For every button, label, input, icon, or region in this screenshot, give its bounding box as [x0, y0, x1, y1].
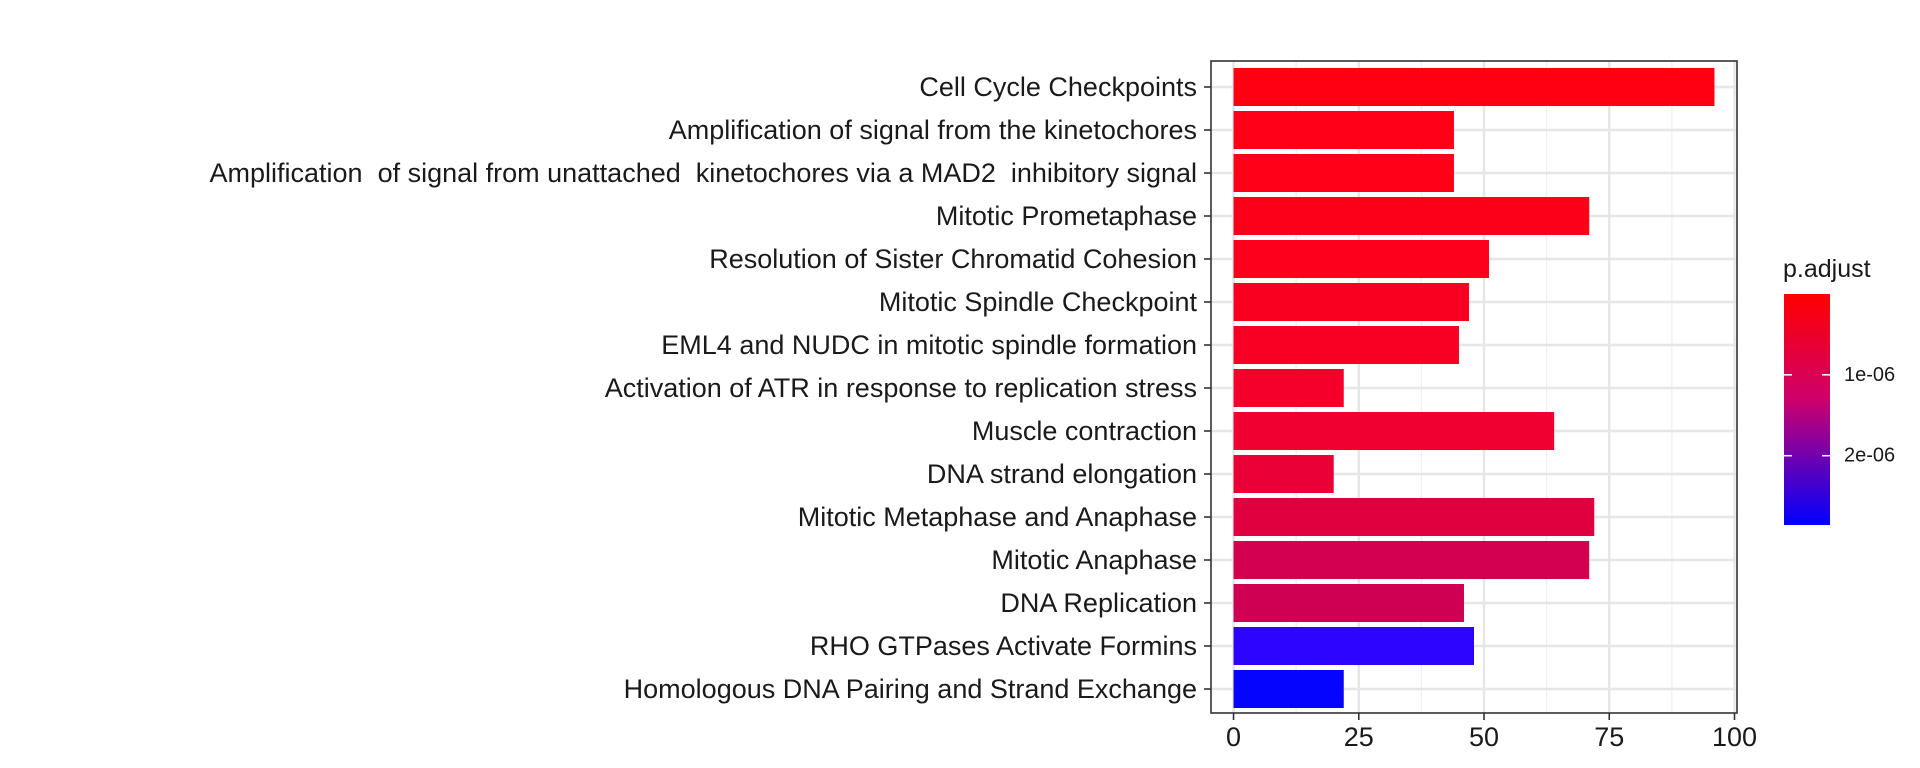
- category-label: Muscle contraction: [972, 416, 1197, 446]
- bar: [1233, 369, 1344, 407]
- legend-title: p.adjust: [1783, 255, 1871, 283]
- legend-colorbar: [1784, 294, 1830, 525]
- category-label: DNA Replication: [1000, 588, 1197, 618]
- x-tick-label: 25: [1344, 722, 1374, 752]
- category-label: Homologous DNA Pairing and Strand Exchan…: [624, 674, 1197, 704]
- bar: [1233, 154, 1454, 192]
- x-tick-label: 0: [1226, 722, 1241, 752]
- bar: [1233, 670, 1344, 708]
- category-label: Amplification of signal from the kinetoc…: [669, 115, 1197, 145]
- bar: [1233, 68, 1715, 106]
- plot-border: [1210, 60, 1738, 714]
- bar: [1233, 111, 1454, 149]
- x-tick-label: 50: [1469, 722, 1499, 752]
- category-label: EML4 and NUDC in mitotic spindle formati…: [661, 330, 1197, 360]
- category-labels: Cell Cycle Checkpoints Amplification of s…: [210, 72, 1211, 704]
- category-label: Activation of ATR in response to replica…: [605, 373, 1197, 403]
- category-label: Mitotic Metaphase and Anaphase: [798, 502, 1197, 532]
- plot-panel: [1210, 60, 1738, 714]
- bar: [1233, 326, 1459, 364]
- bar: [1233, 498, 1595, 536]
- bar: [1233, 455, 1334, 493]
- category-label: DNA strand elongation: [927, 459, 1197, 489]
- bar: [1233, 541, 1590, 579]
- x-tick-label: 100: [1712, 722, 1757, 752]
- x-tick-label: 75: [1594, 722, 1624, 752]
- legend-tick-label: 1e-06: [1844, 364, 1895, 386]
- category-label: Mitotic Anaphase: [991, 545, 1197, 575]
- category-label: RHO GTPases Activate Formins: [810, 631, 1197, 661]
- category-label: Cell Cycle Checkpoints: [919, 72, 1197, 102]
- bar: [1233, 240, 1490, 278]
- x-axis: 0 25 50 75 100: [1226, 713, 1757, 752]
- category-label: Resolution of Sister Chromatid Cohesion: [709, 244, 1197, 274]
- category-label: Mitotic Spindle Checkpoint: [879, 287, 1198, 317]
- bar: [1233, 627, 1474, 665]
- bar: [1233, 197, 1590, 235]
- bar: [1233, 412, 1555, 450]
- category-label: Amplification of signal from unattached …: [210, 158, 1198, 188]
- legend-tick-label: 2e-06: [1844, 445, 1895, 467]
- category-label: Mitotic Prometaphase: [936, 201, 1197, 231]
- bar: [1233, 584, 1464, 622]
- legend: p.adjust 1e-06 2e-06: [1783, 255, 1895, 525]
- bar: [1233, 283, 1469, 321]
